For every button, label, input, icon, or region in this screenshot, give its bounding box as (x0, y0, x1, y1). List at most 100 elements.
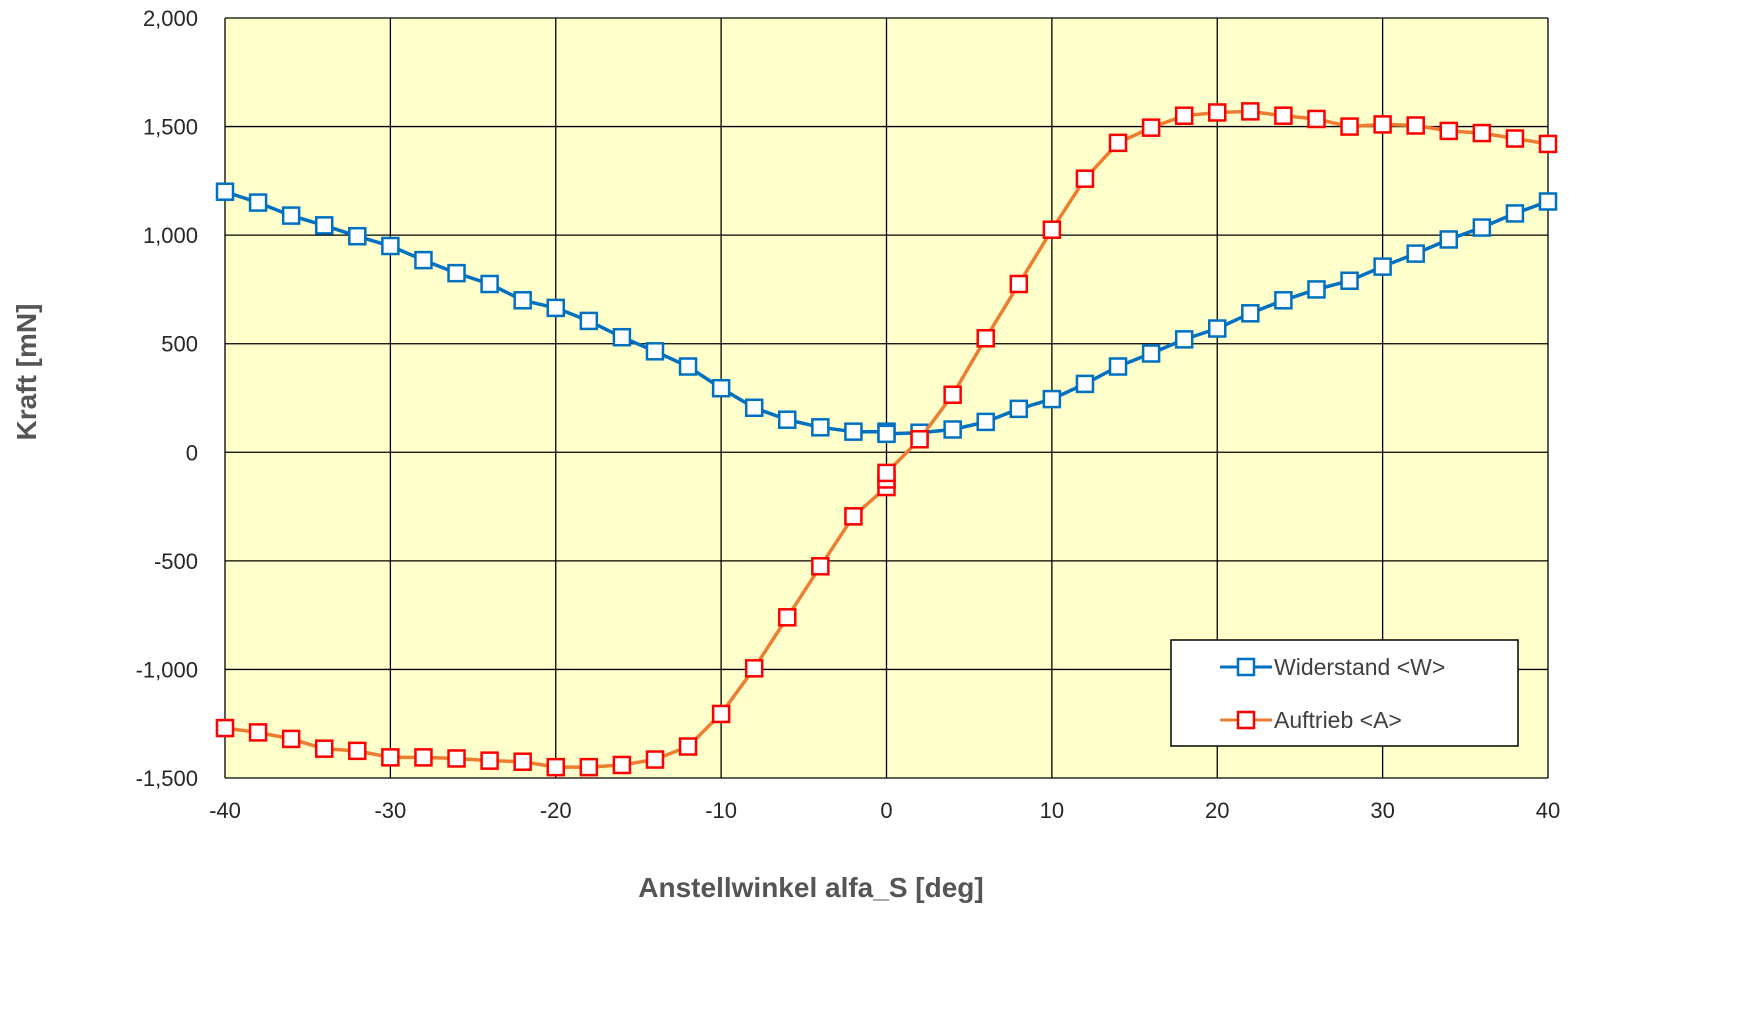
data-point-auftrieb (1406, 116, 1425, 135)
data-point-auftrieb (1340, 117, 1359, 136)
data-point-widerstand (1141, 344, 1161, 363)
x-tick-label: -40 (209, 798, 241, 823)
y-tick-label: 1,500 (143, 115, 198, 140)
data-point-widerstand (1340, 271, 1359, 290)
data-point-auftrieb (1538, 134, 1558, 154)
data-point-widerstand (1505, 204, 1525, 223)
data-point-auftrieb (1208, 103, 1227, 122)
data-point-widerstand (480, 274, 499, 294)
y-tick-labels: -1,500 -1,000 -500 0 500 1,000 1,500 2,000 (136, 6, 198, 791)
data-point-widerstand (877, 424, 896, 444)
data-point-auftrieb (744, 659, 764, 678)
data-point-auftrieb (1505, 129, 1525, 148)
data-point-auftrieb (1373, 115, 1392, 134)
legend-label-widerstand: Widerstand <W> (1274, 654, 1445, 680)
data-point-auftrieb (281, 729, 301, 749)
x-tick-label: 30 (1370, 798, 1394, 823)
data-point-auftrieb (711, 704, 731, 724)
data-point-auftrieb (645, 750, 665, 769)
data-point-widerstand (513, 291, 532, 310)
data-point-widerstand (1406, 244, 1425, 263)
y-tick-label: 0 (186, 440, 198, 465)
y-tick-label: 2,000 (143, 6, 198, 31)
data-point-auftrieb (1439, 121, 1459, 141)
x-tick-label: -10 (705, 798, 737, 823)
legend-box (1170, 639, 1519, 747)
x-axis-title: Anstellwinkel alfa_S [deg] (638, 872, 983, 903)
series-widerstand (215, 182, 1558, 444)
data-point-auftrieb (778, 608, 797, 627)
data-point-auftrieb (215, 718, 235, 738)
data-point-auftrieb (414, 748, 433, 767)
data-point-auftrieb (248, 723, 268, 742)
data-point-auftrieb (1241, 102, 1260, 121)
series-layer (215, 102, 1558, 777)
data-point-auftrieb (447, 749, 466, 768)
data-point-widerstand (314, 216, 334, 235)
legend-item-auftrieb: Auftrieb <A> (1220, 707, 1402, 733)
data-point-auftrieb (381, 748, 400, 767)
y-tick-label: 500 (161, 332, 198, 357)
data-point-widerstand (612, 327, 632, 347)
y-tick-label: -1,500 (136, 766, 198, 791)
y-tick-label: -1,000 (136, 657, 198, 682)
data-point-auftrieb (1075, 169, 1095, 188)
data-point-widerstand (1307, 280, 1326, 299)
data-point-widerstand (778, 410, 797, 429)
data-point-auftrieb (513, 752, 532, 771)
data-point-auftrieb (910, 430, 929, 449)
data-point-auftrieb (1472, 123, 1492, 143)
data-point-widerstand (711, 378, 731, 398)
data-point-widerstand (1174, 330, 1194, 349)
data-point-widerstand (381, 236, 400, 256)
x-tick-label: 40 (1536, 798, 1560, 823)
data-point-auftrieb (314, 739, 334, 758)
data-point-widerstand (744, 398, 764, 418)
data-point-auftrieb (976, 329, 995, 348)
data-point-widerstand (248, 193, 268, 212)
legend-item-widerstand: Widerstand <W> (1220, 654, 1445, 680)
x-tick-label: -20 (540, 798, 572, 823)
data-point-auftrieb (1042, 220, 1062, 239)
data-point-auftrieb (1307, 109, 1326, 129)
y-axis-title: Kraft [mN] (11, 304, 42, 441)
y-tick-label: 1,000 (143, 223, 198, 248)
data-point-widerstand (447, 263, 466, 283)
data-point-widerstand (678, 357, 698, 376)
data-point-widerstand (281, 206, 301, 225)
data-point-widerstand (579, 311, 599, 331)
data-point-widerstand (215, 182, 235, 201)
data-point-widerstand (976, 412, 995, 432)
data-point-auftrieb (480, 751, 499, 770)
data-point-auftrieb (1009, 274, 1029, 294)
data-point-widerstand (1373, 257, 1392, 276)
y-tick-label: -500 (154, 549, 198, 574)
data-point-widerstand (1009, 399, 1029, 419)
data-point-widerstand (348, 226, 367, 246)
x-tick-label: 0 (880, 798, 892, 823)
data-point-widerstand (811, 418, 830, 437)
legend-label-auftrieb: Auftrieb <A> (1274, 707, 1402, 733)
data-point-auftrieb (1108, 133, 1128, 153)
legend: Widerstand <W> Auftrieb <A> (1170, 639, 1519, 747)
data-point-auftrieb (612, 755, 632, 775)
data-point-auftrieb (844, 507, 863, 526)
data-point-widerstand (1538, 192, 1558, 211)
data-point-auftrieb (678, 737, 698, 756)
data-point-auftrieb (348, 741, 367, 761)
data-point-widerstand (1241, 304, 1260, 323)
x-tick-label: -30 (374, 798, 406, 823)
data-point-widerstand (943, 420, 962, 439)
data-point-widerstand (1472, 218, 1492, 237)
data-point-widerstand (546, 298, 565, 318)
data-point-auftrieb (811, 557, 830, 576)
data-point-widerstand (645, 342, 665, 361)
data-point-auftrieb (1274, 106, 1293, 125)
data-point-widerstand (1208, 319, 1227, 338)
data-point-auftrieb (877, 463, 896, 483)
x-tick-label: 20 (1205, 798, 1229, 823)
series-auftrieb (215, 102, 1558, 777)
data-point-widerstand (1439, 230, 1459, 249)
data-point-auftrieb (1174, 106, 1194, 125)
